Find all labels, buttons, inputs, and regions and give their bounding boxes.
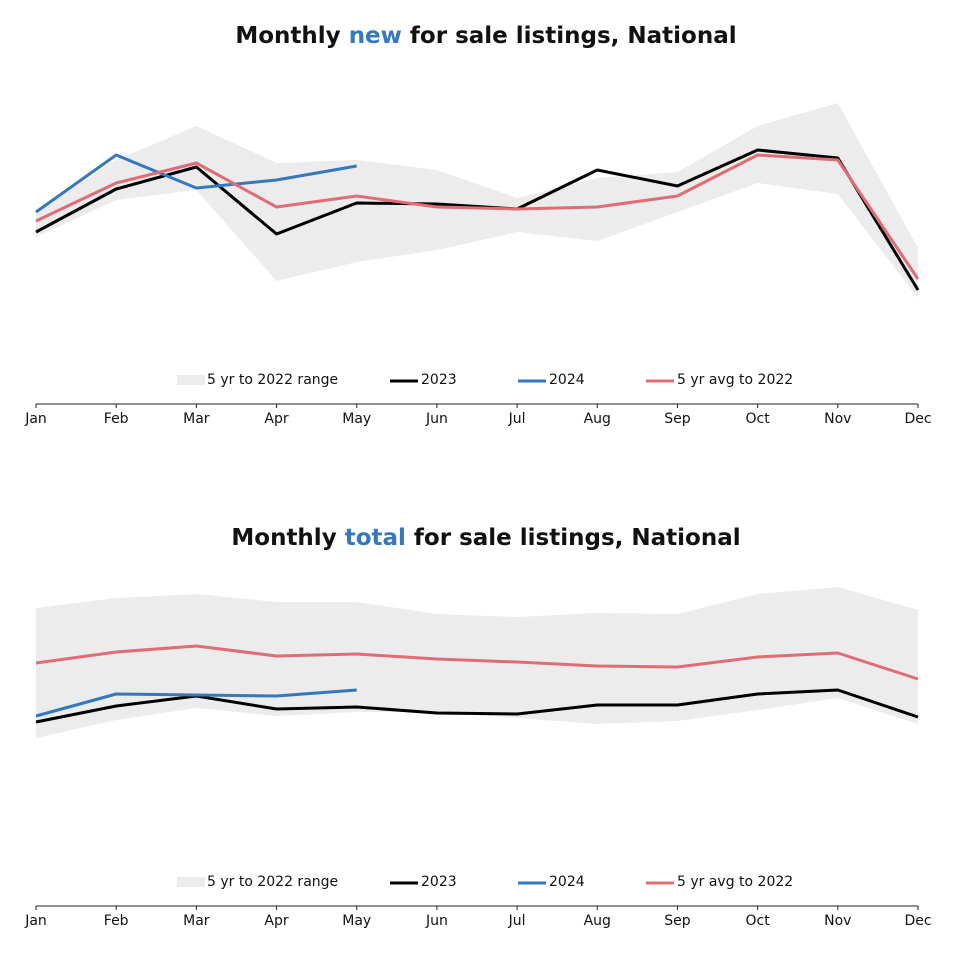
title-part: Monthly: [231, 525, 344, 551]
x-tick-label: Apr: [264, 913, 288, 929]
x-tick-label: Mar: [183, 411, 210, 427]
x-tick-label: Jan: [24, 411, 47, 427]
x-tick-label: Feb: [104, 411, 129, 427]
x-tick-label: Jan: [24, 913, 47, 929]
series-line: [35, 153, 920, 280]
x-tick-label: Feb: [104, 913, 129, 929]
x-tick-label: Oct: [746, 913, 771, 929]
x-tick-label: Nov: [824, 913, 851, 929]
title-part: Monthly: [235, 23, 348, 49]
x-tick-label: Aug: [584, 913, 611, 929]
x-tick-label: Dec: [904, 411, 931, 427]
legend-label: 2024: [549, 874, 585, 890]
range-band: [36, 103, 918, 298]
x-tick-label: Jul: [508, 411, 526, 427]
x-tick-label: Oct: [746, 411, 771, 427]
series-line: [35, 644, 919, 681]
x-tick-label: Jun: [425, 411, 448, 427]
chart-title: Monthly total for sale listings, Nationa…: [231, 525, 740, 551]
x-tick-label: Apr: [264, 411, 288, 427]
x-tick-label: Aug: [584, 411, 611, 427]
title-part: for sale listings, National: [402, 23, 737, 49]
series-line: [35, 688, 919, 724]
x-tick-label: Dec: [904, 913, 931, 929]
x-tick-label: Jul: [508, 913, 526, 929]
legend-swatch: [177, 375, 205, 385]
x-tick-label: Sep: [664, 913, 691, 929]
legend-label: 2023: [421, 372, 457, 388]
legend-label: 5 yr to 2022 range: [207, 874, 338, 890]
legend-label: 2024: [549, 372, 585, 388]
series-line: [35, 153, 357, 214]
title-part: new: [349, 23, 402, 49]
x-tick-label: Nov: [824, 411, 851, 427]
legend-swatch: [177, 877, 205, 887]
chart-title: Monthly new for sale listings, National: [235, 23, 736, 49]
legend-label: 5 yr avg to 2022: [677, 372, 793, 388]
title-part: total: [345, 525, 406, 551]
x-tick-label: Sep: [664, 411, 691, 427]
title-part: for sale listings, National: [406, 525, 741, 551]
legend-label: 5 yr to 2022 range: [207, 372, 338, 388]
x-tick-label: May: [342, 913, 371, 929]
x-tick-label: Mar: [183, 913, 210, 929]
legend-label: 2023: [421, 874, 457, 890]
range-band: [36, 587, 918, 738]
x-tick-label: Jun: [425, 913, 448, 929]
x-tick-label: May: [342, 411, 371, 427]
series-line: [35, 688, 357, 718]
legend-label: 5 yr avg to 2022: [677, 874, 793, 890]
